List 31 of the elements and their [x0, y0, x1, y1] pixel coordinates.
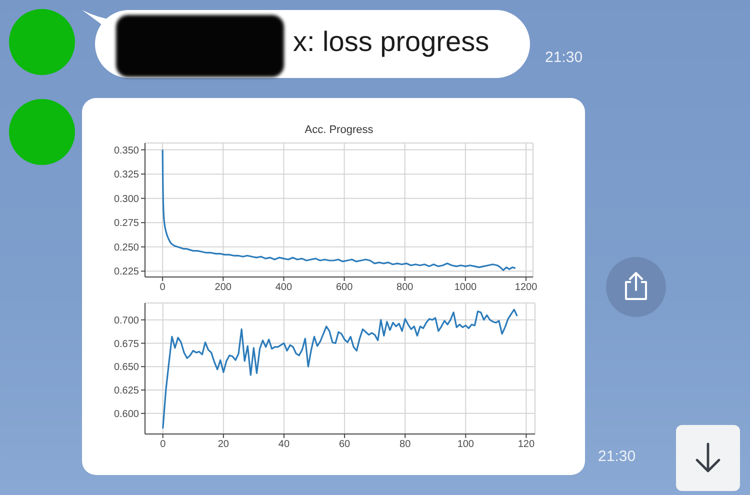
x-tick-label: 1200	[514, 282, 538, 294]
y-tick-label: 0.625	[114, 386, 140, 397]
line-series	[162, 148, 516, 272]
y-tick-label: 0.325	[114, 170, 140, 181]
text: 21:30	[545, 49, 583, 67]
line-series	[162, 308, 518, 430]
y-tick-label: 0.225	[114, 266, 140, 278]
x-tick-label: 200	[214, 282, 232, 294]
x-tick-label: 800	[396, 282, 414, 294]
y-tick-label: 0.275	[114, 218, 140, 230]
x-tick-label: 1000	[454, 282, 478, 294]
x-tick-label: 20	[218, 439, 230, 450]
x-tick-label: 400	[275, 282, 292, 294]
y-tick-label: 0.250	[114, 242, 140, 254]
x-tick-label: 0	[160, 439, 166, 450]
x-tick-label: 120	[518, 439, 535, 450]
y-tick-label: 0.600	[114, 408, 140, 420]
x-tick-label: 80	[400, 439, 412, 450]
y-tick-label: 0.350	[114, 145, 140, 156]
y-tick-label: 0.675	[114, 338, 140, 350]
text: 21:30	[598, 448, 636, 466]
x-tick-label: 40	[278, 439, 290, 450]
x-tick-label: 60	[338, 439, 351, 450]
x-tick-label: 100	[457, 439, 474, 450]
x-tick-label: 0	[160, 282, 166, 294]
y-tick-label: 0.300	[114, 194, 140, 205]
chart-title: Acc. Progress	[304, 123, 374, 137]
y-tick-label: 0.650	[114, 362, 140, 374]
y-tick-label: 0.700	[114, 315, 140, 326]
text: x: loss progress	[293, 25, 490, 59]
x-tick-label: 600	[336, 282, 354, 294]
